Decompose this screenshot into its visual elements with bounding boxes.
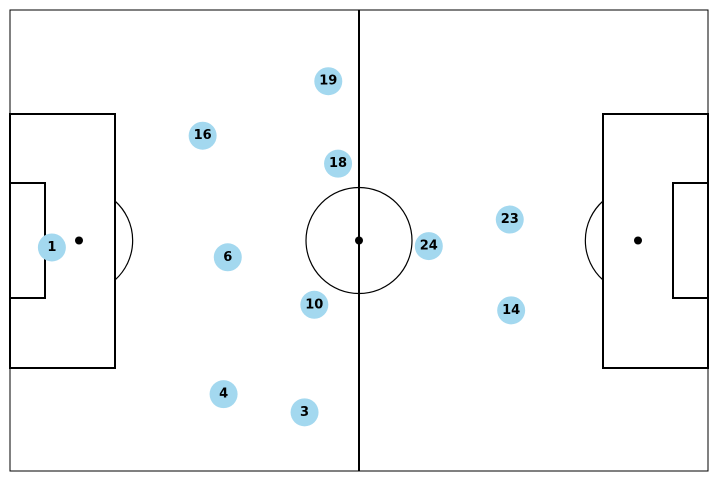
player-number: 6	[223, 250, 232, 265]
player-marker	[495, 205, 524, 234]
player-number: 1	[47, 240, 56, 255]
player-6: 6	[213, 243, 242, 272]
player-number: 23	[501, 212, 519, 227]
player-number: 18	[329, 156, 347, 171]
player-marker	[300, 290, 329, 319]
player-number: 24	[420, 239, 438, 254]
player-1: 1	[37, 233, 66, 262]
player-marker	[414, 232, 443, 261]
right-penalty-arc	[584, 200, 604, 281]
right-goal-area	[672, 182, 709, 299]
centre-spot	[355, 236, 363, 245]
player-14: 14	[497, 296, 526, 325]
player-marker	[209, 380, 238, 409]
player-19: 19	[314, 67, 343, 96]
player-marker	[314, 67, 343, 96]
player-marker	[290, 398, 319, 427]
player-3: 3	[290, 398, 319, 427]
player-number: 16	[194, 128, 212, 143]
right-penalty-area	[602, 113, 709, 369]
player-number: 3	[300, 405, 309, 420]
player-marker	[497, 296, 526, 325]
player-marker	[188, 121, 217, 150]
player-10: 10	[300, 290, 329, 319]
right-penalty-spot	[634, 236, 642, 245]
player-number: 19	[319, 74, 337, 89]
left-penalty-arc	[114, 200, 134, 281]
player-23: 23	[495, 205, 524, 234]
players-layer: 1 16 19 18 6 10 4 3 24 23 14	[37, 67, 526, 427]
player-16: 16	[188, 121, 217, 150]
player-24: 24	[414, 232, 443, 261]
player-number: 14	[502, 303, 520, 318]
player-number: 4	[219, 387, 228, 402]
pitch-markings	[9, 9, 709, 472]
player-number: 10	[305, 297, 323, 312]
player-marker	[213, 243, 242, 272]
player-marker	[37, 233, 66, 262]
centre-circle	[305, 186, 413, 295]
left-penalty-spot	[75, 236, 83, 245]
player-marker	[324, 149, 353, 178]
player-4: 4	[209, 380, 238, 409]
player-18: 18	[324, 149, 353, 178]
